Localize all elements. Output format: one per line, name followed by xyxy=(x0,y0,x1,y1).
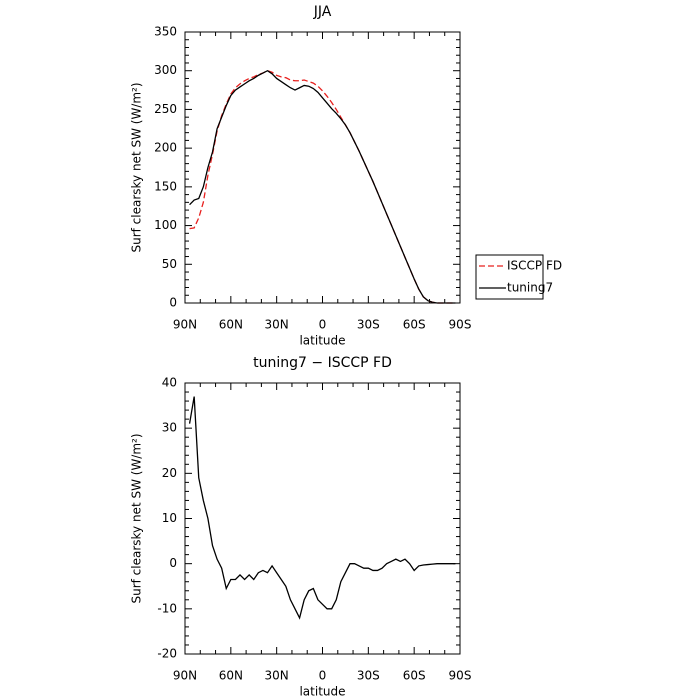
y-tick-label: -10 xyxy=(157,601,177,615)
data-line xyxy=(188,396,456,620)
y-tick-label: 350 xyxy=(154,25,177,39)
y-axis-label: Surf clearsky net SW (W/m²) xyxy=(130,82,144,252)
y-tick-label: 0 xyxy=(169,556,177,570)
x-tick-label: 30S xyxy=(357,669,380,683)
y-tick-label: 200 xyxy=(154,141,177,155)
x-tick-label: 0 xyxy=(319,669,327,683)
x-axis-label: latitude xyxy=(299,685,345,699)
y-tick-label: 30 xyxy=(162,421,177,435)
plot-frame xyxy=(184,31,461,304)
y-tick-label: 150 xyxy=(154,179,177,193)
y-tick-label: 250 xyxy=(154,102,177,116)
y-tick-label: -20 xyxy=(157,647,177,661)
y-tick-label: 100 xyxy=(154,218,177,232)
x-tick-label: 90S xyxy=(449,669,472,683)
x-axis-label: latitude xyxy=(299,334,345,348)
data-line xyxy=(189,70,456,304)
y-tick-label: 50 xyxy=(162,257,177,271)
x-tick-label: 60N xyxy=(219,318,243,332)
y-tick-label: 10 xyxy=(162,511,177,525)
y-tick-label: 40 xyxy=(162,376,177,390)
x-tick-label: 60S xyxy=(403,318,426,332)
x-tick-label: 30N xyxy=(265,318,289,332)
legend-box xyxy=(475,254,544,300)
chart-title: JJA xyxy=(313,4,332,20)
x-tick-label: 60S xyxy=(403,669,426,683)
data-line xyxy=(189,69,456,304)
x-tick-label: 0 xyxy=(319,318,327,332)
plot-frame xyxy=(184,382,461,655)
x-tick-label: 90N xyxy=(173,318,197,332)
y-tick-label: 300 xyxy=(154,63,177,77)
chart-title: tuning7 − ISCCP FD xyxy=(253,355,392,371)
x-tick-label: 90N xyxy=(173,669,197,683)
y-tick-label: 20 xyxy=(162,466,177,480)
x-tick-label: 60N xyxy=(219,669,243,683)
legend-label: ISCCP FD xyxy=(507,259,562,273)
y-tick-label: 0 xyxy=(169,296,177,310)
x-tick-label: 30N xyxy=(265,669,289,683)
x-tick-label: 90S xyxy=(449,318,472,332)
x-tick-label: 30S xyxy=(357,318,380,332)
y-axis-label: Surf clearsky net SW (W/m²) xyxy=(130,433,144,603)
legend-label: tuning7 xyxy=(507,281,553,295)
